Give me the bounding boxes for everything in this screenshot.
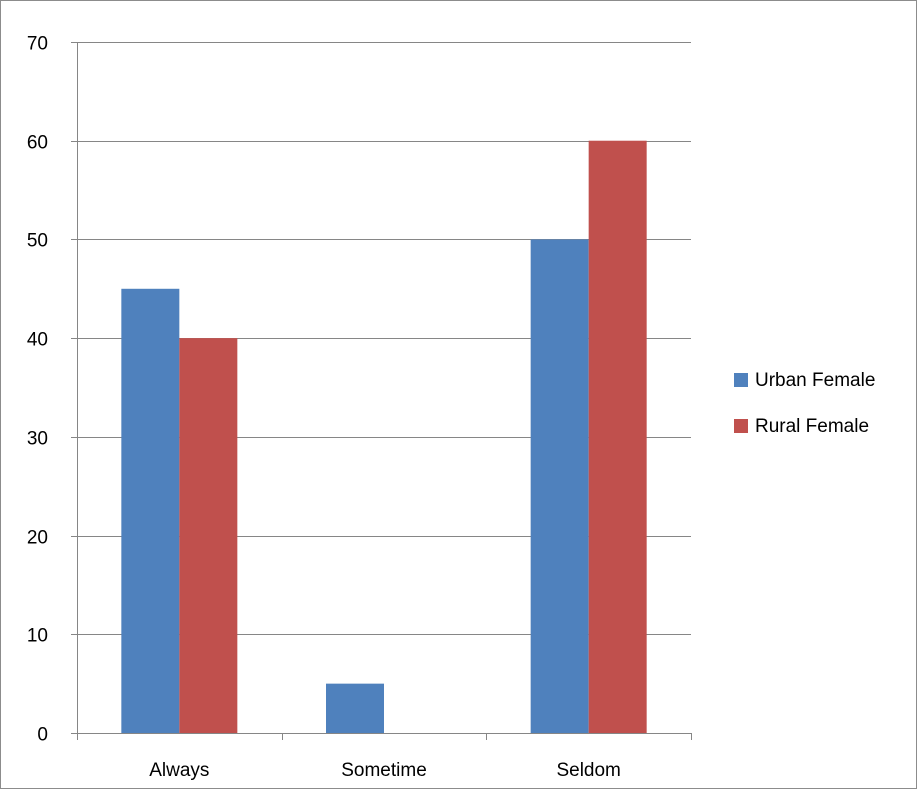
bar-urban-female-always	[121, 288, 180, 733]
bar-urban-female-sometime	[326, 683, 384, 733]
legend-item-rural-female: Rural Female	[734, 416, 869, 437]
x-tick-label: Always	[149, 760, 209, 781]
x-tick-label: Seldom	[556, 760, 620, 781]
legend-label: Urban Female	[755, 370, 875, 391]
legend: Urban Female Rural Female	[734, 370, 875, 437]
y-tick-labels: 0 10 20 30 40 50 60 70	[27, 34, 48, 746]
y-tick-label: 10	[27, 626, 48, 647]
y-tick-label: 30	[27, 429, 48, 450]
legend-item-urban-female: Urban Female	[734, 370, 875, 391]
y-tick-label: 70	[27, 34, 48, 55]
y-tick-label: 0	[37, 725, 48, 746]
legend-swatch	[734, 419, 748, 433]
y-tick-label: 40	[27, 330, 48, 351]
y-tick-label: 60	[27, 133, 48, 154]
axes	[71, 42, 692, 740]
bar-rural-female-always	[179, 338, 238, 733]
bar-rural-female-seldom	[588, 140, 647, 733]
y-tick-label: 50	[27, 231, 48, 252]
x-tick-label: Sometime	[341, 760, 427, 781]
bars	[121, 140, 647, 733]
legend-swatch	[734, 373, 748, 387]
bar-urban-female-seldom	[530, 239, 589, 733]
y-tick-label: 20	[27, 528, 48, 549]
legend-label: Rural Female	[755, 416, 869, 437]
x-tick-labels: Always Sometime Seldom	[149, 760, 621, 781]
